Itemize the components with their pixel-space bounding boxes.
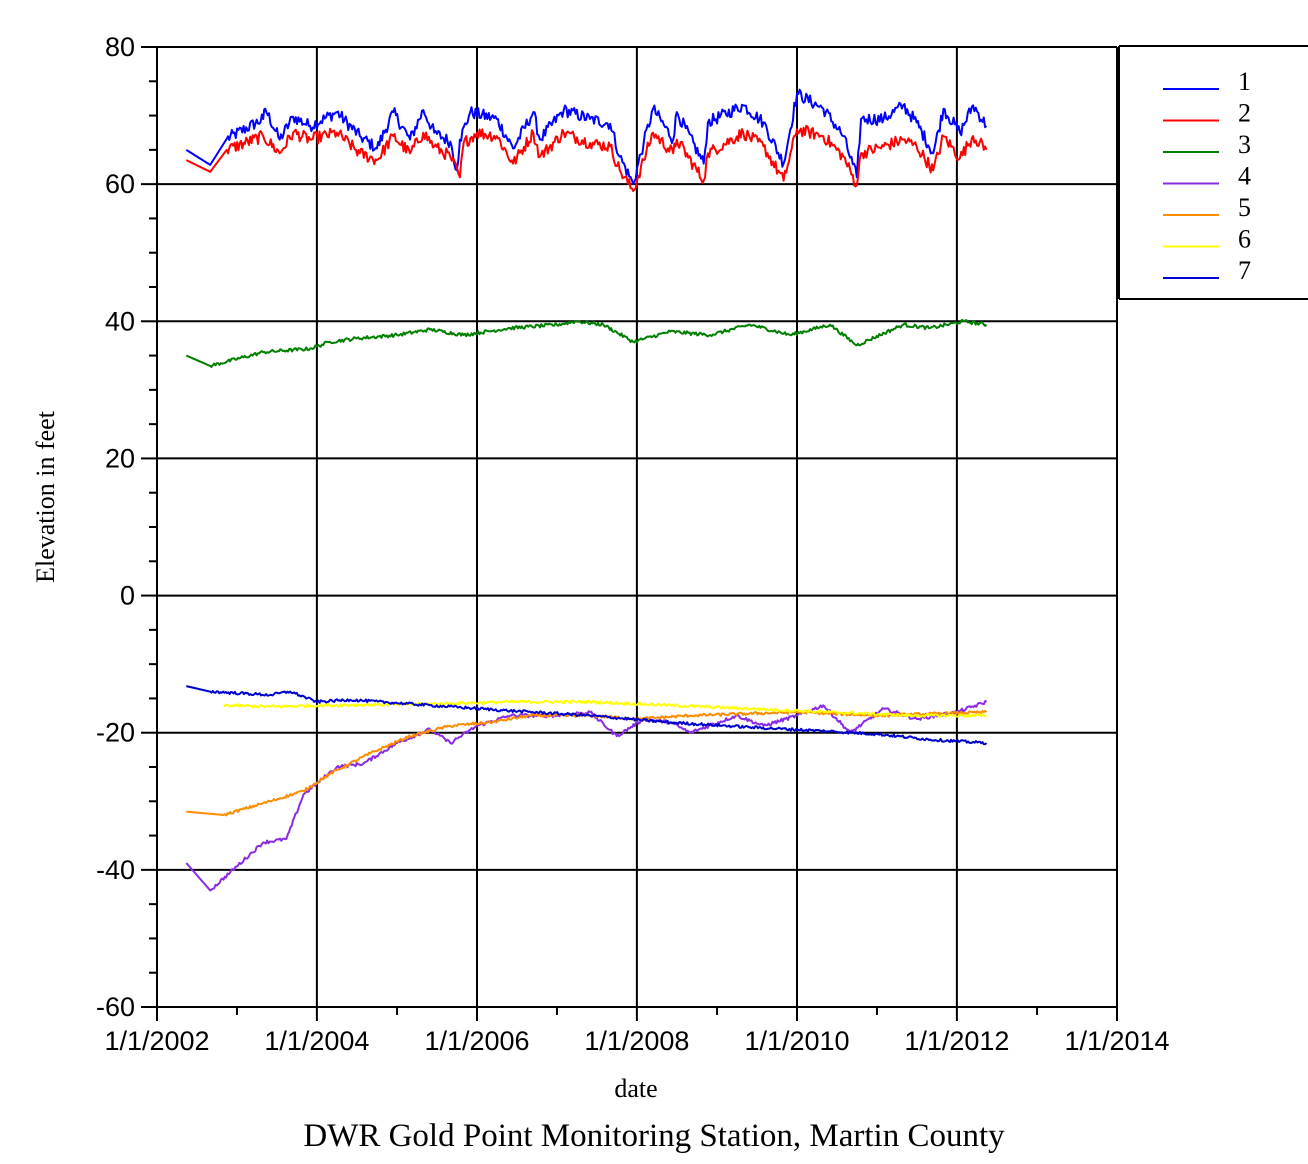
- legend-label-1: 1: [1238, 67, 1251, 96]
- y-tick-labels: 80 60 40 20 0 -20 -40 -60: [96, 32, 135, 1022]
- series-line-7: [186, 685, 988, 746]
- series-lines: [185, 88, 988, 892]
- legend: 1 23 45 67: [1118, 45, 1308, 300]
- legend-items: 1 23 45 67: [1163, 67, 1251, 285]
- legend-label-2: 2: [1238, 99, 1251, 128]
- x-tick-label: 1/1/2014: [1064, 1026, 1169, 1056]
- x-tick-label: 1/1/2004: [264, 1026, 369, 1056]
- y-tick-label: -60: [96, 992, 135, 1022]
- legend-label-5: 5: [1238, 193, 1251, 222]
- series-line-3: [185, 318, 988, 368]
- axes: [141, 46, 1117, 1008]
- y-tick-label: -40: [96, 855, 135, 885]
- y-tick-label: 20: [105, 443, 135, 473]
- x-tick-label: 1/1/2008: [584, 1026, 689, 1056]
- legend-label-7: 7: [1238, 256, 1251, 285]
- legend-label-6: 6: [1238, 225, 1251, 254]
- y-tick-label: 40: [105, 306, 135, 336]
- y-tick-label: 80: [105, 32, 135, 62]
- legend-label-3: 3: [1238, 130, 1251, 159]
- series-line-5: [186, 709, 988, 817]
- chart-title: DWR Gold Point Monitoring Station, Marti…: [303, 1118, 1005, 1154]
- legend-label-4: 4: [1238, 162, 1251, 191]
- x-tick-labels: 1/1/2002 1/1/2004 1/1/2006 1/1/2008 1/1/2010…: [104, 1026, 1169, 1056]
- x-tick-label: 1/1/2012: [904, 1026, 1009, 1056]
- y-tick-label: -20: [96, 718, 135, 748]
- series-line-1: [185, 88, 988, 186]
- x-axis-label: date: [614, 1074, 657, 1103]
- axis-ticks: [141, 46, 1118, 1021]
- y-tick-label: 60: [105, 169, 135, 199]
- x-tick-label: 1/1/2010: [744, 1026, 849, 1056]
- y-tick-label: 0: [120, 581, 135, 611]
- x-tick-label: 1/1/2006: [424, 1026, 529, 1056]
- series-line-6: [223, 699, 987, 718]
- y-axis-label: Elevation in feet: [31, 410, 60, 583]
- series-line-4: [185, 700, 988, 892]
- x-tick-label: 1/1/2002: [104, 1026, 209, 1056]
- series-line-2: [185, 124, 988, 192]
- grid-lines: [156, 46, 1118, 1008]
